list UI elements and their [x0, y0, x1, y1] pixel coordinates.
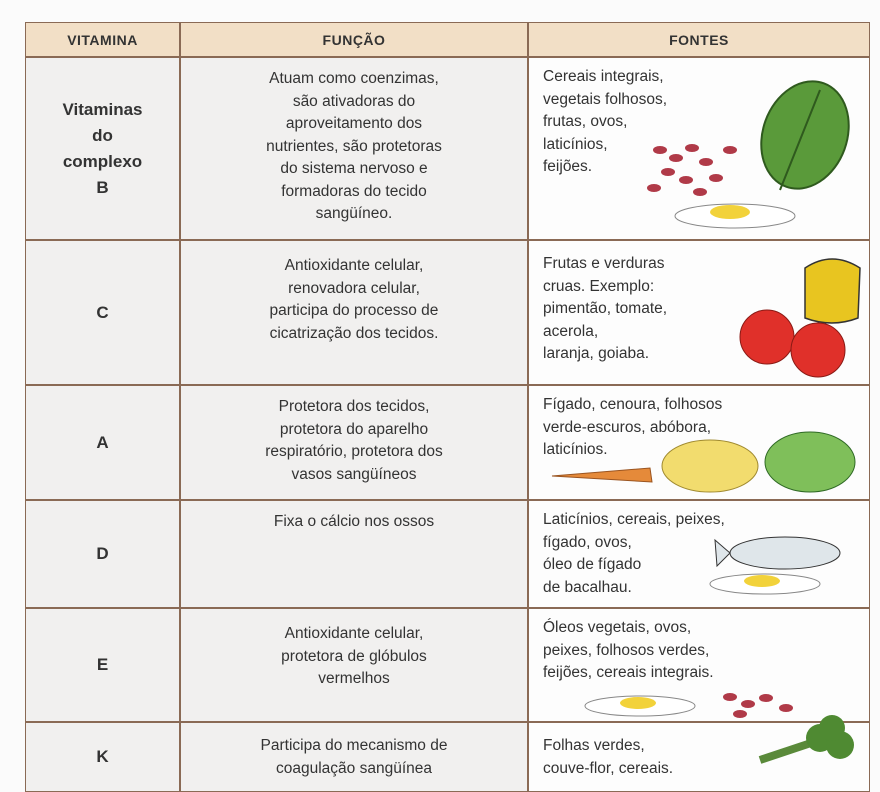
vitamin-cell: K — [25, 722, 180, 792]
sources-cell: Fígado, cenoura, folhosos verde-escuros, … — [528, 385, 870, 500]
cell-text: renovadora celular, — [288, 279, 420, 297]
cell-text: feijões, cereais integrais. — [543, 664, 714, 681]
cell-text: Vitaminas — [62, 99, 143, 119]
function-cell: Fixa o cálcio nos ossos — [180, 500, 528, 608]
vitamin-cell: D — [25, 500, 180, 608]
cell-text: protetora do aparelho — [279, 420, 429, 438]
cell-text: D — [96, 544, 109, 563]
cell-text: Folhas verdes, — [543, 737, 645, 754]
cell-text: Atuam como coenzimas, — [269, 70, 439, 87]
cell-text: E — [96, 655, 109, 674]
vitamin-cell: C — [25, 240, 180, 385]
cell-text: verde-escuros, abóbora, — [543, 418, 712, 436]
cell-text: pimentão, tomate, — [543, 300, 668, 317]
cell-text: acerola, — [543, 322, 599, 340]
cell-text: cicatrização dos tecidos. — [269, 324, 439, 342]
cell-text: laticínios, — [543, 135, 608, 153]
cell-text: do — [92, 125, 113, 145]
sources-cell: Cereais integrais, vegetais folhosos, frut… — [528, 57, 870, 240]
function-cell: Protetora dos tecidos, protetora do apare… — [180, 385, 528, 500]
cell-text: Participa do mecanismo de — [260, 737, 448, 754]
cell-text: vermelhos — [318, 670, 390, 687]
cell-text: protetora de glóbulos — [281, 647, 427, 665]
cell-text: respiratório, protetora dos — [265, 443, 443, 460]
cell-text: óleo de fígado — [543, 556, 642, 573]
cell-text: de bacalhau. — [543, 578, 632, 596]
cell-text: cruas. Exemplo: — [543, 277, 655, 295]
function-cell: Antioxidante celular, protetora de glóbul… — [180, 608, 528, 722]
vitamin-cell: E — [25, 608, 180, 722]
cell-text: Fixa o cálcio nos ossos — [273, 513, 435, 530]
cell-text: Laticínios, cereais, peixes, — [543, 511, 725, 528]
cell-text: frutas, ovos, — [543, 113, 628, 130]
sources-cell: Frutas e verduras cruas. Exemplo: pimentão… — [528, 240, 870, 385]
cell-text: formadoras do tecido — [281, 182, 427, 200]
cell-text: laticínios. — [543, 441, 608, 458]
cell-text: A — [96, 432, 109, 452]
cell-text: Antioxidante celular, — [284, 625, 424, 642]
cell-text: Óleos vegetais, ovos, — [543, 619, 692, 636]
cell-text: feijões. — [543, 158, 593, 175]
function-cell: Participa do mecanismo de coagulação sang… — [180, 722, 528, 792]
cell-text: peixes, folhosos verdes, — [543, 641, 710, 659]
cell-text: são ativadoras do — [292, 92, 416, 110]
cell-text: aproveitamento dos — [285, 115, 423, 132]
cell-text: vegetais folhosos, — [543, 90, 668, 108]
cell-text: coagulação sangüínea — [276, 759, 432, 777]
cell-text: Cereais integrais, — [543, 68, 664, 85]
header-cell: VITAMINA — [25, 22, 180, 57]
cell-text: nutrientes, são protetoras — [266, 137, 442, 155]
vitamin-cell: A — [25, 385, 180, 500]
cell-text: C — [96, 302, 109, 322]
sources-cell: Laticínios, cereais, peixes, fígado, ovos… — [528, 500, 870, 608]
sources-cell: Folhas verdes, couve-flor, cereais. — [528, 722, 870, 792]
header-cell: FUNÇÃO — [180, 22, 528, 57]
cell-text: Protetora dos tecidos, — [278, 398, 430, 415]
cell-text: couve-flor, cereais. — [543, 759, 674, 777]
cell-text: vasos sangüíneos — [291, 465, 417, 483]
cell-text: participa do processo de — [269, 302, 439, 319]
cell-text: Fígado, cenoura, folhosos — [543, 396, 723, 413]
header-cell: FONTES — [528, 22, 870, 57]
cell-text: fígado, ovos, — [543, 533, 632, 551]
cell-text: B — [96, 177, 109, 197]
function-cell: Antioxidante celular, renovadora celular,… — [180, 240, 528, 385]
cell-text: sangüíneo. — [315, 205, 393, 222]
function-cell: Atuam como coenzimas, são ativadoras do ap… — [180, 57, 528, 240]
cell-text: complexo — [62, 151, 143, 171]
cell-text: do sistema nervoso e — [280, 160, 428, 177]
cell-text: Frutas e verduras — [543, 255, 665, 272]
vitamin-table: VITAMINA FUNÇÃO FONTES Vitaminas do complexo B… — [25, 22, 870, 792]
cell-text: laranja, goiaba. — [543, 345, 649, 362]
cell-text: Antioxidante celular, — [284, 257, 424, 274]
vitamin-cell: Vitaminas do complexo B — [25, 57, 180, 240]
cell-text: K — [96, 747, 109, 766]
sources-cell: Óleos vegetais, ovos, peixes, folhosos ve… — [528, 608, 870, 722]
